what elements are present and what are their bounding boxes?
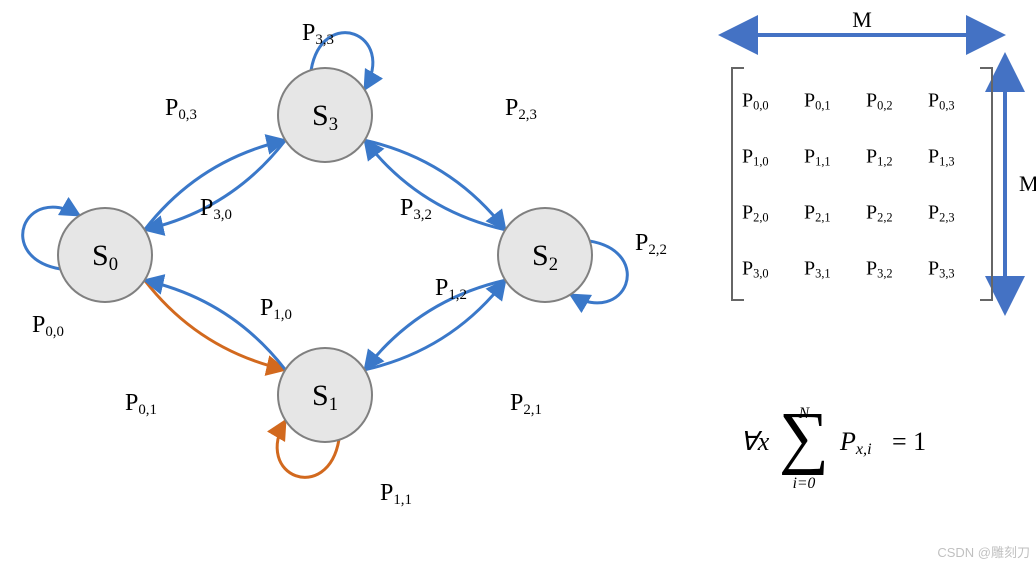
svg-text:∑: ∑ (779, 398, 829, 476)
svg-text:P2,0: P2,0 (742, 202, 769, 225)
watermark: CSDN @雕刻刀 (937, 542, 1030, 561)
svg-text:P3,2: P3,2 (866, 258, 893, 281)
svg-text:P2,2: P2,2 (635, 230, 667, 258)
svg-text:P0,0: P0,0 (742, 90, 769, 113)
svg-text:P1,2: P1,2 (866, 146, 893, 169)
svg-text:P3,3: P3,3 (302, 20, 334, 48)
svg-text:P1,2: P1,2 (435, 275, 467, 303)
svg-text:P1,1: P1,1 (804, 146, 831, 169)
transition-matrix: M M P0,0 P0,1 P0,2 P0,3 P1,0 P1,1 P1,2 P1,3 P2,0 P2… (732, 7, 1036, 300)
svg-text:P2,1: P2,1 (510, 390, 542, 418)
svg-text:P1,1: P1,1 (380, 480, 412, 508)
diagram-svg: S0S1S2S3 P0,0 P1,1 P2,2 P3,3 P0,3 P3,0 P3,2 P2,… (0, 0, 1036, 567)
svg-text:M: M (852, 7, 872, 32)
svg-text:P1,0: P1,0 (260, 295, 292, 323)
svg-text:P2,1: P2,1 (804, 202, 831, 225)
svg-text:Px,i: Px,i (839, 427, 872, 458)
svg-text:P3,0: P3,0 (200, 195, 232, 223)
svg-text:P3,1: P3,1 (804, 258, 831, 281)
svg-text:P0,0: P0,0 (32, 312, 64, 340)
svg-text:P3,3: P3,3 (928, 258, 955, 281)
svg-text:P0,1: P0,1 (125, 390, 157, 418)
graph-nodes: S0S1S2S3 (58, 68, 592, 442)
svg-text:P0,3: P0,3 (165, 95, 197, 123)
svg-text:i=0: i=0 (793, 475, 816, 492)
svg-text:= 1: = 1 (892, 427, 926, 456)
svg-text:P1,0: P1,0 (742, 146, 769, 169)
svg-text:M: M (1019, 171, 1036, 196)
svg-text:P2,3: P2,3 (505, 95, 537, 123)
svg-text:P1,3: P1,3 (928, 146, 955, 169)
svg-text:∀x: ∀x (740, 427, 770, 456)
svg-text:P0,2: P0,2 (866, 90, 893, 113)
svg-text:P3,0: P3,0 (742, 258, 769, 281)
svg-text:P2,2: P2,2 (866, 202, 893, 225)
svg-text:P0,1: P0,1 (804, 90, 831, 113)
sum-formula: ∀xN∑i=0Px,i= 1 (740, 398, 926, 492)
svg-text:P2,3: P2,3 (928, 202, 955, 225)
svg-text:P0,3: P0,3 (928, 90, 955, 113)
